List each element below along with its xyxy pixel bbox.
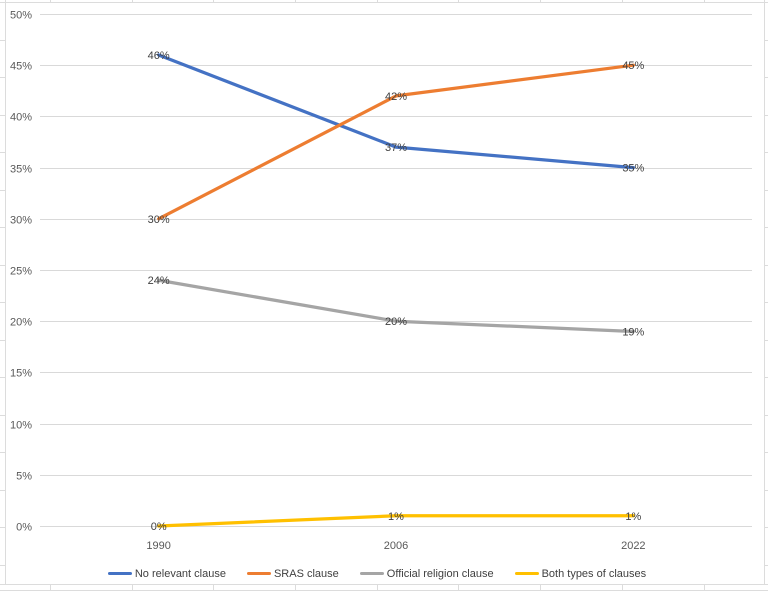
spreadsheet-gridline [458, 584, 459, 590]
spreadsheet-gridline [0, 152, 5, 153]
spreadsheet-gridline [0, 565, 5, 566]
spreadsheet-gridline [132, 0, 133, 2]
spreadsheet-gridline [622, 584, 623, 590]
y-axis-tick-label: 10% [10, 420, 32, 432]
legend-line-swatch-icon [359, 572, 384, 575]
legend-item[interactable]: Both types of clauses [514, 567, 647, 580]
spreadsheet-gridline [765, 265, 768, 266]
legend-line-swatch-icon [107, 572, 132, 575]
spreadsheet-gridline [765, 415, 768, 416]
spreadsheet-gridline [765, 302, 768, 303]
spreadsheet-gridline [540, 584, 541, 590]
y-axis-tick-label: 25% [10, 266, 32, 278]
spreadsheet-gridline [765, 452, 768, 453]
spreadsheet-gridline [765, 565, 768, 566]
x-axis-tick-label: 2006 [384, 540, 408, 552]
spreadsheet-gridline [622, 0, 623, 2]
legend-item[interactable]: Official religion clause [359, 567, 494, 580]
spreadsheet-gridline [0, 452, 5, 453]
legend-item-label: Both types of clauses [541, 567, 647, 580]
data-label: 1% [388, 511, 404, 523]
spreadsheet-gridline [704, 584, 705, 590]
legend-item-label: Official religion clause [386, 567, 494, 580]
spreadsheet-gridline [765, 152, 768, 153]
data-label: 46% [148, 50, 170, 62]
spreadsheet-gridline [764, 0, 765, 584]
spreadsheet-gridline [765, 377, 768, 378]
spreadsheet-gridline [765, 190, 768, 191]
legend-item-label: SRAS clause [273, 567, 339, 580]
spreadsheet-gridline [765, 40, 768, 41]
spreadsheet-gridline [0, 377, 5, 378]
spreadsheet-gridline [0, 77, 5, 78]
data-label: 30% [148, 214, 170, 226]
spreadsheet-gridline [5, 0, 6, 584]
y-axis-tick-label: 50% [10, 10, 32, 22]
spreadsheet-gridline [458, 0, 459, 2]
legend-line-swatch-icon [514, 572, 539, 575]
spreadsheet-gridline [765, 115, 768, 116]
data-label: 1% [625, 511, 641, 523]
x-axis-tick-label: 1990 [146, 540, 170, 552]
series-line [157, 278, 635, 334]
spreadsheet-gridline [765, 227, 768, 228]
y-axis-tick-label: 5% [16, 471, 32, 483]
spreadsheet-gridline [0, 265, 5, 266]
x-axis-tick-label: 2022 [621, 540, 645, 552]
spreadsheet-gridline [704, 0, 705, 2]
spreadsheet-gridline [0, 340, 5, 341]
spreadsheet-gridline [295, 0, 296, 2]
spreadsheet-gridline [377, 0, 378, 2]
spreadsheet-gridline [0, 40, 5, 41]
y-axis-tick-label: 20% [10, 317, 32, 329]
y-axis-tick-label: 30% [10, 215, 32, 227]
y-axis-tick-label: 35% [10, 164, 32, 176]
legend-item[interactable]: SRAS clause [246, 567, 339, 580]
data-label: 35% [622, 163, 644, 175]
spreadsheet-gridline [213, 0, 214, 2]
spreadsheet-gridline [540, 0, 541, 2]
spreadsheet-gridline [295, 584, 296, 590]
spreadsheet-gridline [0, 227, 5, 228]
spreadsheet-gridline [50, 0, 51, 2]
spreadsheet-gridline [0, 2, 768, 3]
data-label: 24% [148, 275, 170, 287]
data-label: 0% [151, 521, 167, 533]
legend-line-swatch-icon [246, 572, 271, 575]
spreadsheet-gridline [0, 302, 5, 303]
spreadsheet-gridline [0, 115, 5, 116]
spreadsheet-gridline [213, 584, 214, 590]
y-axis-tick-label: 45% [10, 61, 32, 73]
spreadsheet-gridline [765, 340, 768, 341]
spreadsheet-gridline [0, 190, 5, 191]
data-label: 20% [385, 316, 407, 328]
legend-item-label: No relevant clause [134, 567, 226, 580]
spreadsheet-gridline [765, 527, 768, 528]
spreadsheet-gridline [0, 490, 5, 491]
data-label: 42% [385, 91, 407, 103]
legend-item[interactable]: No relevant clause [107, 567, 226, 580]
spreadsheet-gridline [132, 584, 133, 590]
spreadsheet-gridline [0, 415, 5, 416]
series-line [157, 53, 635, 170]
y-axis-tick-label: 0% [16, 522, 32, 534]
y-axis-tick-label: 15% [10, 368, 32, 380]
spreadsheet-gridline [765, 77, 768, 78]
spreadsheet-gridline [377, 584, 378, 590]
spreadsheet-gridline [50, 584, 51, 590]
spreadsheet-gridline [765, 490, 768, 491]
chart-legend: No relevant clause SRAS clause Official re… [0, 566, 754, 581]
series-line [157, 63, 635, 221]
data-label: 37% [385, 142, 407, 154]
spreadsheet-gridline [0, 584, 768, 585]
series-line [157, 514, 635, 528]
data-label: 45% [622, 60, 644, 72]
data-label: 19% [622, 326, 644, 338]
y-axis-tick-label: 40% [10, 112, 32, 124]
spreadsheet-gridline [0, 527, 5, 528]
